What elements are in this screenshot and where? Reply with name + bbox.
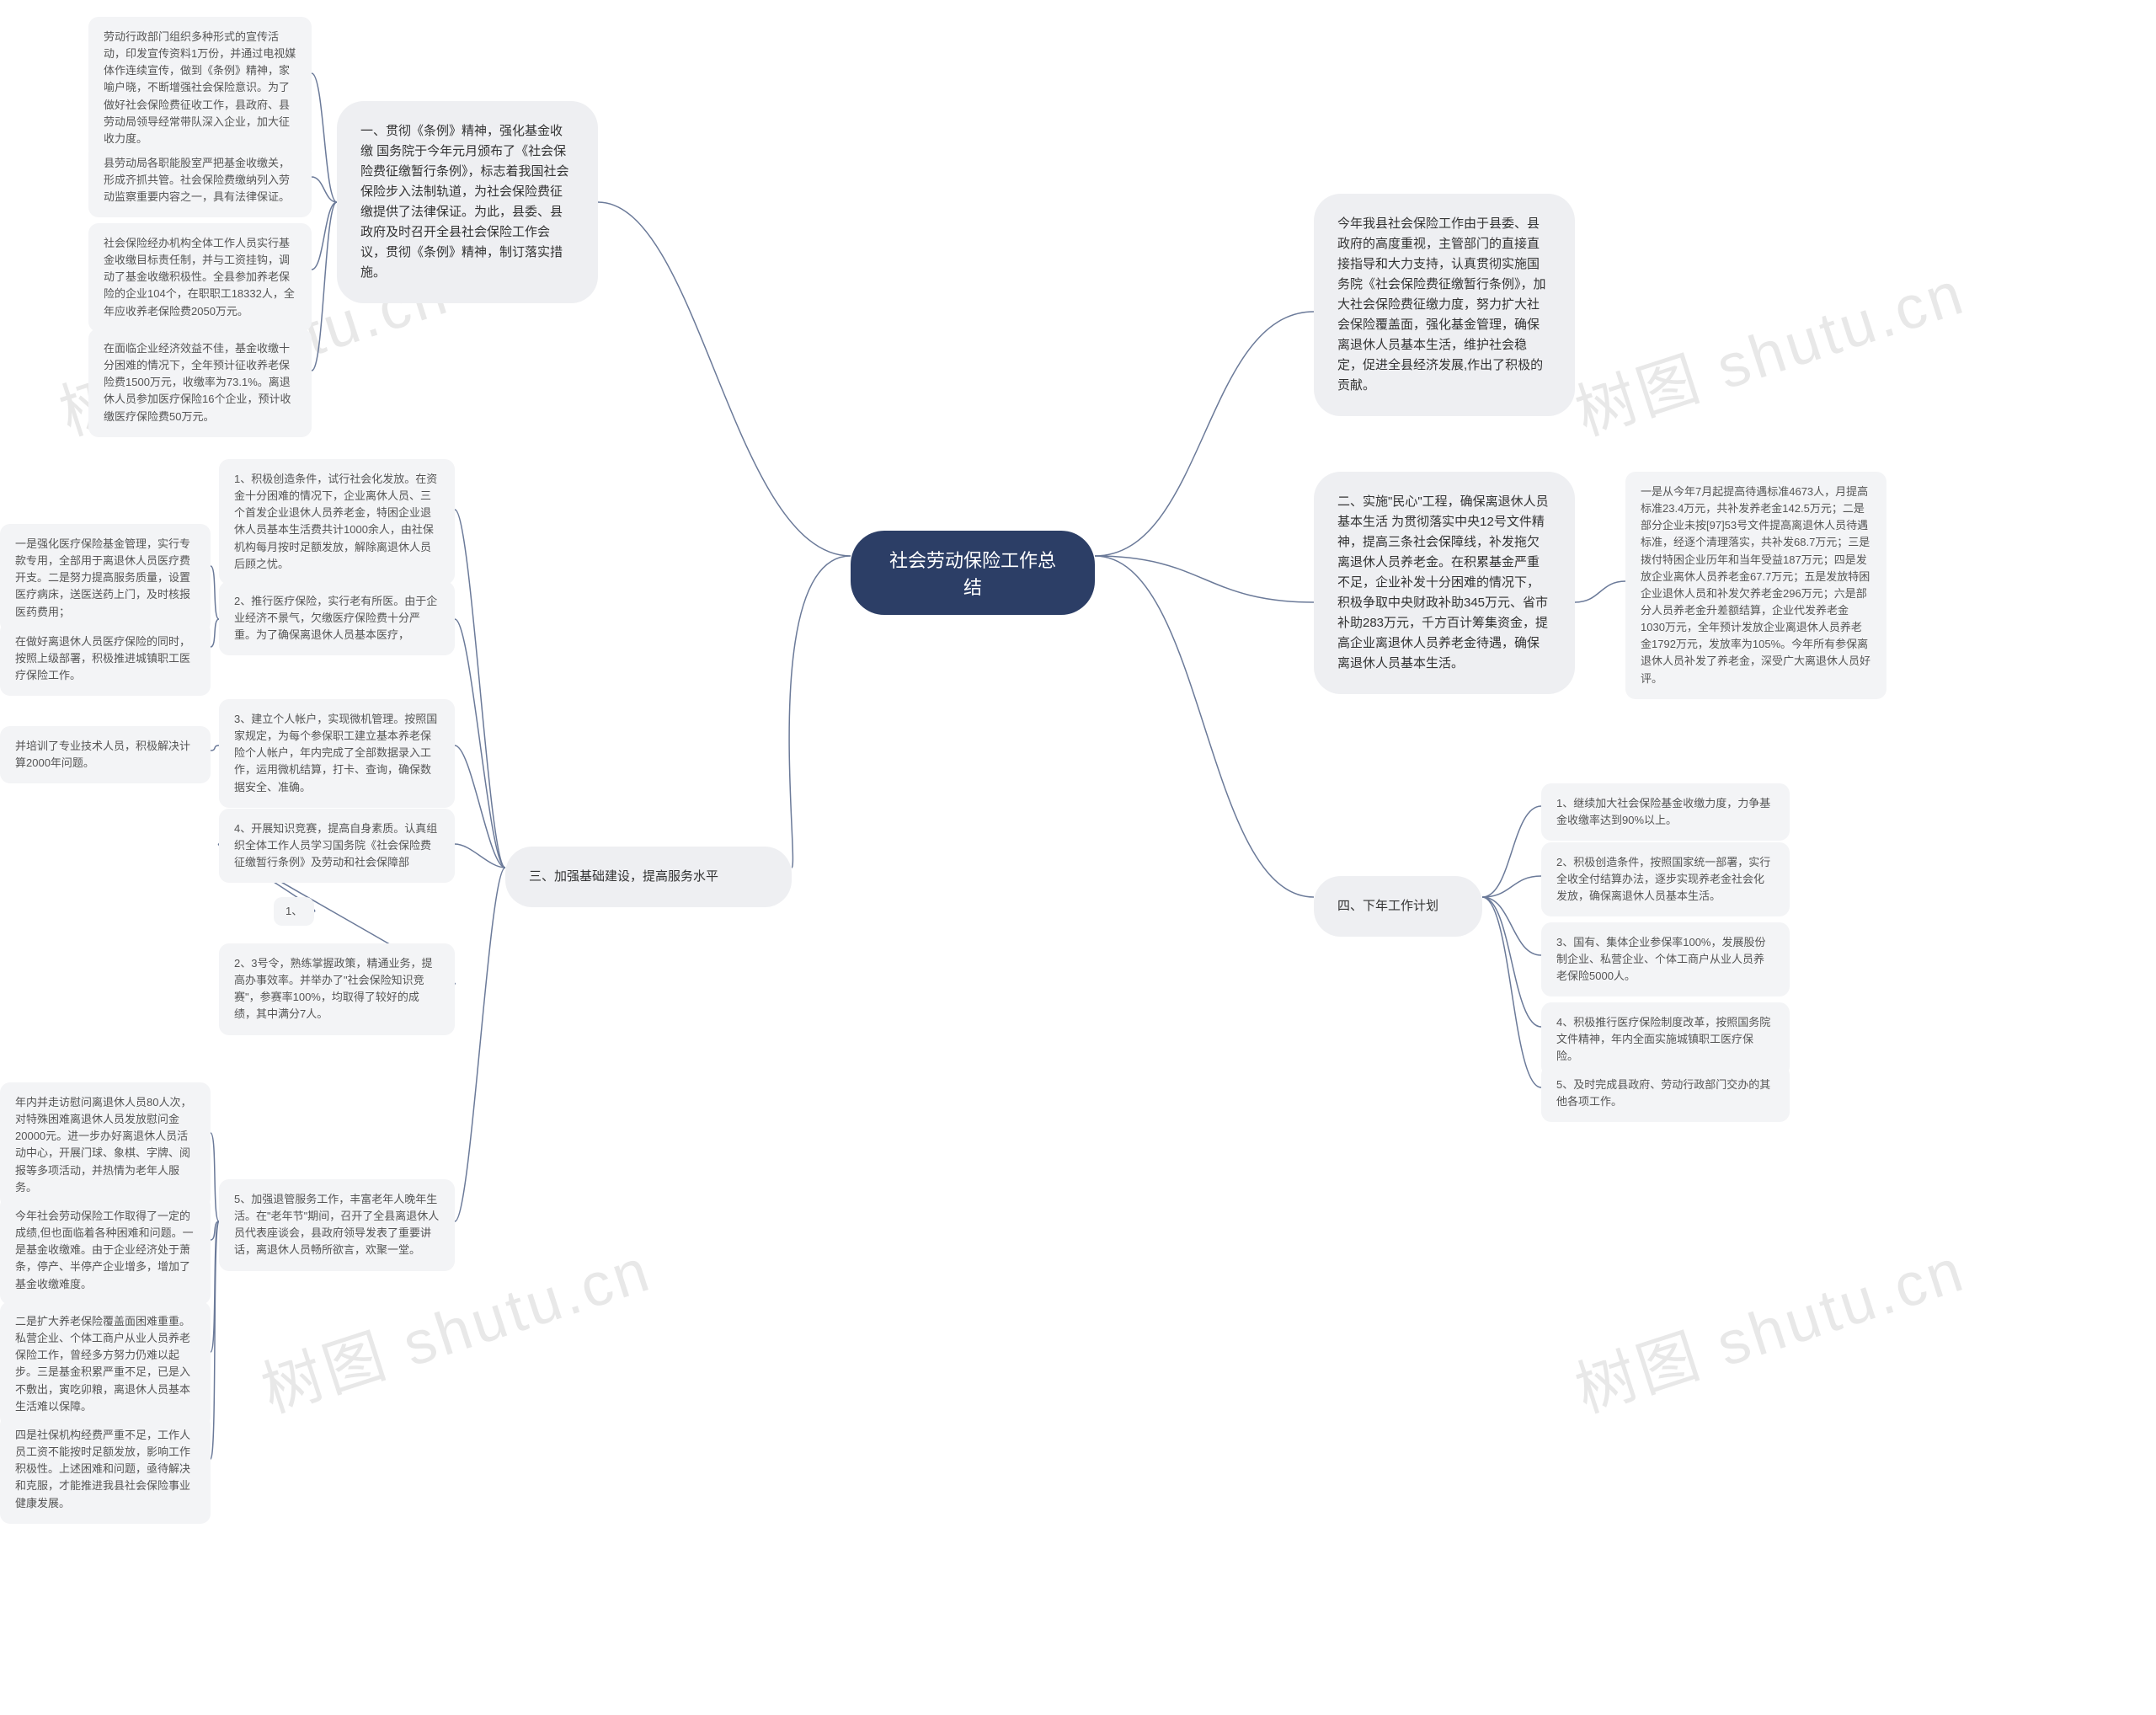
- leaf-b3-5a: 年内并走访慰问离退休人员80人次，对特殊困难离退休人员发放慰问金20000元。进…: [0, 1082, 211, 1208]
- branch-section-2: 二、实施"民心"工程，确保离退休人员基本生活 为贯彻落实中央12号文件精神，提高…: [1314, 472, 1575, 694]
- connector: [211, 1221, 219, 1352]
- connector: [1482, 806, 1541, 897]
- connector: [598, 202, 851, 556]
- connector: [211, 745, 219, 751]
- connector: [211, 619, 219, 647]
- connector: [1482, 897, 1541, 955]
- connector: [312, 73, 337, 202]
- leaf-b1-2: 县劳动局各职能股室严把基金收缴关，形成齐抓共管。社会保险费缴纳列入劳动监察重要内…: [88, 143, 312, 217]
- connector: [455, 619, 505, 868]
- leaf-b3-4b: 2、3号令，熟练掌握政策，精通业务，提高办事效率。并举办了"社会保险知识竞赛"，…: [219, 943, 455, 1035]
- branch-intro: 今年我县社会保险工作由于县委、县政府的高度重视，主管部门的直接直接指导和大力支持…: [1314, 194, 1575, 416]
- leaf-b4-5: 5、及时完成县政府、劳动行政部门交办的其他各项工作。: [1541, 1065, 1790, 1122]
- connector: [455, 510, 505, 868]
- leaf-b4-1: 1、继续加大社会保险基金收缴力度，力争基金收缴率达到90%以上。: [1541, 783, 1790, 841]
- leaf-b2-1: 一是从今年7月起提高待遇标准4673人，月提高标准23.4万元，共补发养老金14…: [1625, 472, 1886, 699]
- leaf-b1-1: 劳动行政部门组织多种形式的宣传活动，印发宣传资料1万份，并通过电视媒体作连续宣传…: [88, 17, 312, 159]
- connector: [455, 844, 505, 868]
- connector: [789, 556, 851, 868]
- leaf-b3-5c: 二是扩大养老保险覆盖面困难重重。私营企业、个体工商户从业人员养老保险工作，曾经多…: [0, 1301, 211, 1427]
- watermark: 树图 shutu.cn: [1563, 243, 1975, 451]
- connector: [1095, 556, 1314, 602]
- connector: [312, 202, 337, 270]
- connector: [1095, 312, 1314, 556]
- connector: [1482, 876, 1541, 897]
- connector: [211, 1133, 219, 1221]
- leaf-b3-3: 3、建立个人帐户，实现微机管理。按照国家规定，为每个参保职工建立基本养老保险个人…: [219, 699, 455, 808]
- leaf-b3-5b: 今年社会劳动保险工作取得了一定的成绩,但也面临着各种困难和问题。一是基金收缴难。…: [0, 1196, 211, 1305]
- branch-section-1: 一、贯彻《条例》精神，强化基金收缴 国务院于今年元月颁布了《社会保险费征缴暂行条…: [337, 101, 598, 303]
- connector: [455, 868, 505, 1221]
- leaf-b4-3: 3、国有、集体企业参保率100%，发展股份制企业、私营企业、个体工商户从业人员养…: [1541, 922, 1790, 996]
- leaf-b3-2b: 在做好离退休人员医疗保险的同时，按照上级部署，积极推进城镇职工医疗保险工作。: [0, 622, 211, 696]
- branch-section-4: 四、下年工作计划: [1314, 876, 1482, 937]
- leaf-b3-1: 1、积极创造条件，试行社会化发放。在资金十分困难的情况下，企业离休人员、三个首发…: [219, 459, 455, 585]
- leaf-b1-3: 社会保险经办机构全体工作人员实行基金收缴目标责任制，并与工资挂钩，调动了基金收缴…: [88, 223, 312, 332]
- connector: [455, 745, 505, 868]
- center-node: 社会劳动保险工作总结: [851, 531, 1095, 615]
- watermark: 树图 shutu.cn: [1563, 1220, 1975, 1429]
- connector: [312, 202, 337, 371]
- branch-section-3: 三、加强基础建设，提高服务水平: [505, 847, 792, 907]
- leaf-b3-5d: 四是社保机构经费严重不足，工作人员工资不能按时足额发放，影响工作积极性。上述困难…: [0, 1415, 211, 1524]
- leaf-b3-3a: 并培训了专业技术人员，积极解决计算2000年问题。: [0, 726, 211, 783]
- leaf-b3-5: 5、加强退管服务工作，丰富老年人晚年生活。在"老年节"期间，召开了全县离退休人员…: [219, 1179, 455, 1271]
- connector: [1482, 897, 1541, 1087]
- connector: [211, 1221, 219, 1459]
- connector: [1482, 897, 1541, 1027]
- leaf-b1-4: 在面临企业经济效益不佳，基金收缴十分困难的情况下，全年预计征收养老保险费1500…: [88, 329, 312, 437]
- leaf-b3-2a: 一是强化医疗保险基金管理，实行专款专用，全部用于离退休人员医疗费开支。二是努力提…: [0, 524, 211, 633]
- leaf-b4-2: 2、积极创造条件，按照国家统一部署，实行全收全付结算办法，逐步实现养老金社会化发…: [1541, 842, 1790, 916]
- leaf-b3-2: 2、推行医疗保险，实行老有所医。由于企业经济不景气，欠缴医疗保险费十分严重。为了…: [219, 581, 455, 655]
- leaf-b3-4a: 1、: [274, 897, 314, 926]
- leaf-b3-4: 4、开展知识竞赛，提高自身素质。认真组织全体工作人员学习国务院《社会保险费征缴暂…: [219, 809, 455, 883]
- connector: [211, 566, 219, 619]
- connector: [1575, 581, 1625, 602]
- connector: [211, 1221, 219, 1240]
- connector: [312, 177, 337, 202]
- connector: [1095, 556, 1314, 897]
